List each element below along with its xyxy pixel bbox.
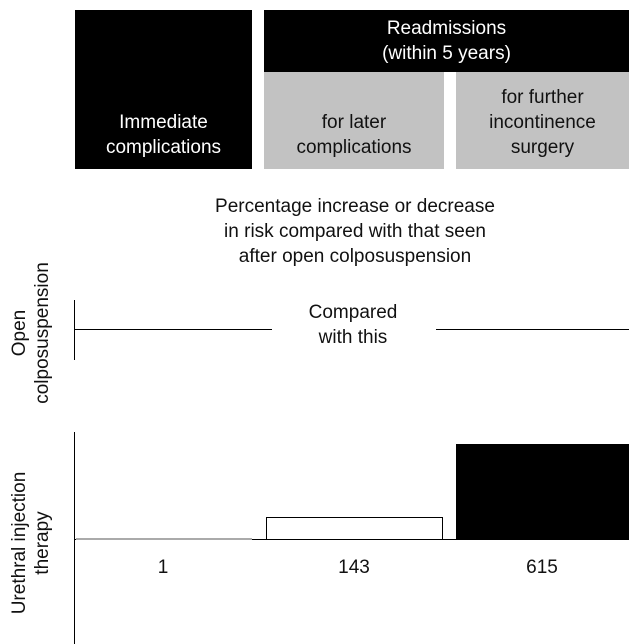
header-immediate-line-2: complications <box>105 137 222 158</box>
header-readmissions: Readmissions (within 5 years) <box>264 10 629 72</box>
reference-row-axis <box>74 300 75 360</box>
reference-line-left <box>74 329 272 330</box>
value-label-further: 615 <box>526 557 558 578</box>
caption-line-1: Percentage increase or decrease <box>215 196 495 217</box>
header-later-line-2: complications <box>296 137 412 158</box>
bar-further-surgery <box>456 444 629 540</box>
caption-line-2: in risk compared with that seen <box>224 221 486 242</box>
reference-line-right <box>436 329 629 330</box>
reference-note-line-2: with this <box>318 327 388 348</box>
header-immediate-complications: Immediate complications <box>75 10 252 169</box>
chart-caption: Percentage increase or decrease in risk … <box>150 194 560 269</box>
header-further-line-3: surgery <box>510 137 575 158</box>
bar-row-axis <box>74 432 75 644</box>
header-later-complications: for later complications <box>264 72 444 169</box>
header-readmissions-line-2: (within 5 years) <box>382 43 511 64</box>
header-further-line-1: for further <box>501 87 584 108</box>
header-further-surgery: for further incontinence surgery <box>456 72 629 169</box>
reference-note-line-1: Compared <box>308 302 398 323</box>
bar-immediate-complications <box>76 538 252 540</box>
header-readmissions-line-1: Readmissions <box>386 18 507 39</box>
header-immediate-line-1: Immediate <box>119 112 208 133</box>
bar-later-complications <box>266 517 443 540</box>
value-label-immediate: 1 <box>157 557 169 578</box>
header-further-line-2: incontinence <box>489 112 596 133</box>
reference-note: Compared with this <box>268 300 438 350</box>
value-label-later: 143 <box>338 557 370 578</box>
caption-line-3: after open colposuspension <box>238 246 472 267</box>
header-later-line-1: for later <box>321 112 387 133</box>
